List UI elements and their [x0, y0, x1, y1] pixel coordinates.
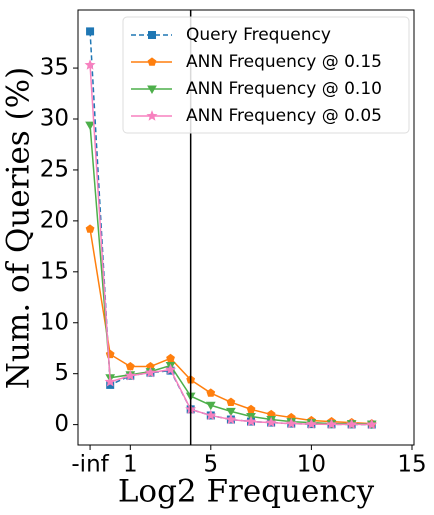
- y-axis-label: Num. of Queries (%): [1, 67, 37, 389]
- x-tick-label: 15: [397, 452, 426, 478]
- y-tick-label: 20: [40, 207, 69, 233]
- marker: [125, 361, 135, 371]
- legend-label: Query Frequency: [186, 25, 331, 45]
- y-tick-label: 10: [40, 309, 69, 335]
- marker: [225, 413, 237, 425]
- marker: [325, 418, 338, 430]
- x-tick-label: 10: [297, 452, 326, 478]
- marker: [205, 409, 217, 421]
- marker: [86, 27, 95, 36]
- series-line: [89, 228, 372, 425]
- x-axis-label: Log2 Frequency: [118, 474, 375, 510]
- legend-marker: [147, 57, 157, 66]
- marker: [104, 376, 116, 387]
- legend-marker: [148, 31, 156, 39]
- legend-marker: [146, 110, 158, 121]
- x-tick-label: 5: [203, 452, 218, 478]
- y-tick-label: 5: [54, 360, 69, 386]
- x-tick-label: 1: [123, 452, 138, 478]
- marker: [245, 415, 257, 427]
- marker: [205, 401, 216, 411]
- marker: [265, 416, 277, 428]
- marker: [165, 363, 177, 375]
- marker: [226, 397, 236, 406]
- y-tick-label: 15: [40, 258, 69, 284]
- marker: [305, 418, 317, 429]
- marker: [285, 417, 297, 429]
- y-tick-label: 0: [54, 411, 69, 437]
- legend-label: ANN Frequency @ 0.10: [186, 79, 382, 99]
- plot-frame: [77, 9, 415, 446]
- y-tick-label: 25: [40, 156, 69, 182]
- marker: [144, 366, 156, 378]
- marker: [246, 404, 256, 414]
- y-tick-label: 35: [40, 55, 69, 81]
- marker: [85, 121, 95, 131]
- marker: [84, 59, 96, 70]
- marker: [166, 353, 175, 363]
- marker: [366, 418, 378, 430]
- legend-marker: [147, 85, 157, 95]
- legend-box: [122, 16, 410, 134]
- y-tick-label: 30: [40, 106, 69, 132]
- legend: Query Frequency ANN Frequency @ 0.15 ANN F…: [122, 16, 410, 134]
- legend-label: ANN Frequency @ 0.05: [186, 106, 382, 126]
- marker: [85, 224, 95, 233]
- marker: [226, 407, 236, 417]
- legend-label: ANN Frequency @ 0.15: [186, 52, 382, 72]
- marker: [206, 388, 216, 397]
- marker: [346, 418, 358, 430]
- x-tick-label: -inf: [71, 452, 109, 478]
- marker: [124, 369, 136, 381]
